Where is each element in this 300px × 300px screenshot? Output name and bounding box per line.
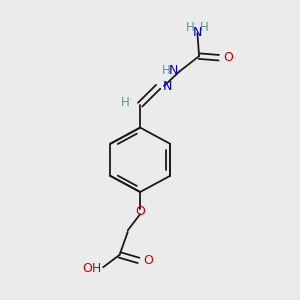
Text: N: N [193,26,202,39]
Text: H: H [200,20,209,34]
Text: H: H [121,96,130,109]
Text: OH: OH [82,262,102,275]
Text: O: O [135,205,145,218]
Text: O: O [143,254,153,267]
Text: H: H [186,20,195,34]
Text: H: H [161,64,170,77]
Text: N: N [162,80,172,93]
Text: O: O [223,51,233,64]
Text: N: N [168,64,178,77]
